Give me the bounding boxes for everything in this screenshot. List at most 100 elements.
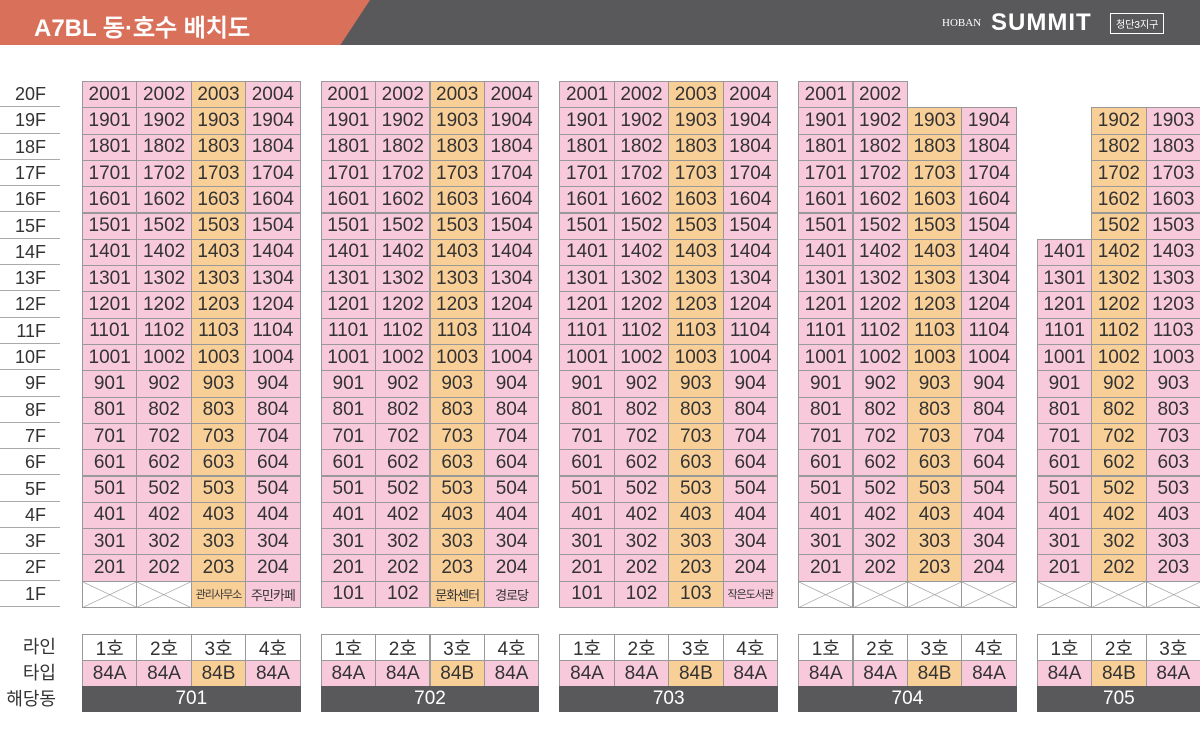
unit: 101 bbox=[559, 580, 615, 608]
unit: 1704 bbox=[483, 159, 540, 188]
unit: 503 bbox=[906, 475, 963, 503]
unit: 1803 bbox=[668, 133, 724, 161]
unit: 1004 bbox=[722, 344, 778, 372]
unit: 703 bbox=[1145, 422, 1200, 451]
unit: 202 bbox=[613, 554, 670, 582]
cross bbox=[799, 581, 853, 607]
unit: 703 bbox=[668, 422, 724, 451]
unit: 1601 bbox=[82, 186, 138, 214]
unit: 303 bbox=[429, 528, 485, 556]
unit: 901 bbox=[1036, 370, 1093, 398]
unit: 2001 bbox=[82, 81, 138, 109]
type-label: 84A bbox=[798, 660, 854, 687]
unit: 804 bbox=[722, 396, 778, 424]
unit: 1902 bbox=[375, 107, 431, 135]
unit: 1303 bbox=[1145, 265, 1200, 293]
unit: 603 bbox=[668, 449, 724, 477]
type-label: 84A bbox=[961, 660, 1017, 687]
unit: 1302 bbox=[852, 265, 908, 293]
unit: 2004 bbox=[722, 81, 778, 109]
unit: 903 bbox=[906, 370, 963, 398]
type-label: 84B bbox=[906, 660, 963, 687]
unit: 504 bbox=[722, 475, 778, 503]
unit: 401 bbox=[798, 501, 854, 530]
line-label: 2호 bbox=[375, 634, 431, 661]
unit: 604 bbox=[483, 449, 540, 477]
line-label: 1호 bbox=[1036, 634, 1093, 661]
unit: 404 bbox=[722, 501, 778, 530]
unit: 1901 bbox=[320, 107, 377, 135]
unit: 802 bbox=[136, 396, 192, 424]
unit: 502 bbox=[852, 475, 908, 503]
unit: 401 bbox=[559, 501, 615, 530]
unit: 801 bbox=[1036, 396, 1093, 424]
unit: 802 bbox=[375, 396, 431, 424]
footer-label: 타입 bbox=[22, 663, 56, 683]
unit: 1102 bbox=[852, 317, 908, 345]
unit: 1504 bbox=[961, 212, 1017, 240]
unit: 402 bbox=[375, 501, 431, 530]
line-label: 4호 bbox=[961, 634, 1017, 661]
unit: 501 bbox=[559, 475, 615, 503]
line-label: 3호 bbox=[668, 634, 724, 661]
unit: 1104 bbox=[961, 317, 1017, 345]
unit: 802 bbox=[852, 396, 908, 424]
unit: 1201 bbox=[798, 291, 854, 319]
unit: 401 bbox=[82, 501, 138, 530]
unit: 1504 bbox=[483, 212, 540, 240]
unit: 1603 bbox=[668, 186, 724, 214]
unit: 1102 bbox=[375, 317, 431, 345]
unit: 801 bbox=[82, 396, 138, 424]
cross bbox=[1146, 581, 1200, 607]
unit: 1603 bbox=[429, 186, 485, 214]
unit: 201 bbox=[320, 554, 377, 582]
unit: 101 bbox=[320, 580, 377, 608]
unit: 1904 bbox=[961, 107, 1017, 135]
district: 청단3지구 bbox=[1110, 13, 1165, 34]
unit: 601 bbox=[798, 449, 854, 477]
unit: 602 bbox=[136, 449, 192, 477]
unit: 1204 bbox=[961, 291, 1017, 319]
floor-label: 19F bbox=[0, 107, 60, 134]
unit: 904 bbox=[245, 370, 301, 398]
unit: 1104 bbox=[722, 317, 778, 345]
unit: 1903 bbox=[668, 107, 724, 135]
unit: 602 bbox=[613, 449, 670, 477]
cross bbox=[962, 581, 1016, 607]
unit: 1703 bbox=[906, 159, 963, 188]
unit: 1403 bbox=[906, 238, 963, 267]
unit: 1903 bbox=[429, 107, 485, 135]
unit: 903 bbox=[190, 370, 247, 398]
unit: 1404 bbox=[722, 238, 778, 267]
unit: 602 bbox=[375, 449, 431, 477]
unit: 1803 bbox=[429, 133, 485, 161]
unit: 1703 bbox=[1145, 159, 1200, 188]
unit: 204 bbox=[722, 554, 778, 582]
unit: 1204 bbox=[245, 291, 301, 319]
unit: 1603 bbox=[1145, 186, 1200, 214]
unit: 1401 bbox=[559, 238, 615, 267]
line-label: 1호 bbox=[798, 634, 854, 661]
unit: 1004 bbox=[961, 344, 1017, 372]
unit: 1502 bbox=[136, 212, 192, 240]
unit: 904 bbox=[483, 370, 540, 398]
floor-label: 3F bbox=[0, 528, 60, 555]
unit: 901 bbox=[82, 370, 138, 398]
unit: 1202 bbox=[613, 291, 670, 319]
unit: 1502 bbox=[1091, 212, 1147, 240]
unit: 404 bbox=[483, 501, 540, 530]
unit: 경로당 bbox=[483, 580, 540, 608]
unit: 1704 bbox=[961, 159, 1017, 188]
unit: 1001 bbox=[320, 344, 377, 372]
unit: 703 bbox=[906, 422, 963, 451]
type-label: 84A bbox=[559, 660, 615, 687]
unit: 1204 bbox=[722, 291, 778, 319]
unit: 701 bbox=[1036, 422, 1093, 451]
line-label: 2호 bbox=[613, 634, 670, 661]
unit: 1402 bbox=[613, 238, 670, 267]
unit: 403 bbox=[190, 501, 247, 530]
unit: 1604 bbox=[483, 186, 540, 214]
unit: 1402 bbox=[375, 238, 431, 267]
unit: 1202 bbox=[1091, 291, 1147, 319]
